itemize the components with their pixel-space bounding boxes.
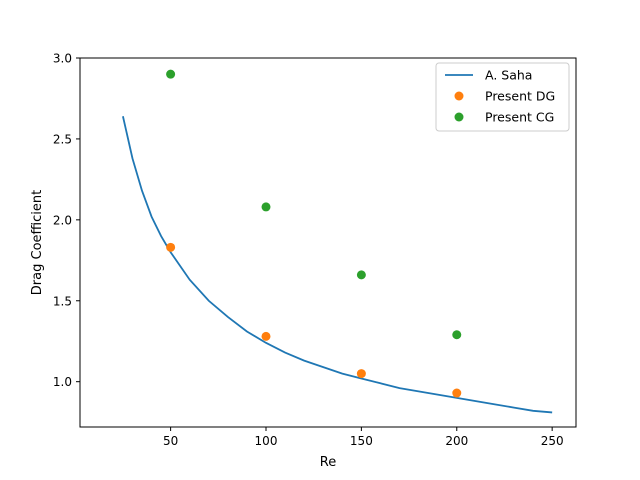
series-1-point — [356, 369, 366, 379]
legend: A. Saha Present DG Present CG — [435, 62, 570, 132]
y-tick-label: 2.5 — [53, 132, 72, 146]
legend-label: Present CG — [485, 110, 554, 125]
series-line-0 — [122, 116, 553, 414]
plot-layer — [122, 69, 553, 414]
series-2-point — [166, 69, 176, 79]
legend-swatch-marker — [454, 112, 464, 122]
legend-label: A. Saha — [485, 68, 532, 83]
x-tick-label: 250 — [541, 434, 564, 448]
y-axis-label: Drag Coefficient — [30, 190, 45, 295]
legend-box — [435, 62, 570, 132]
series-1-point — [452, 388, 462, 398]
plot-frame — [79, 57, 577, 428]
legend-label: Present DG — [485, 89, 555, 104]
x-axis-label: Re — [320, 455, 336, 470]
y-tick-label: 2.0 — [53, 213, 72, 227]
y-tick-label: 1.0 — [53, 375, 72, 389]
series-1-point — [261, 331, 271, 341]
x-tick-label: 150 — [350, 434, 373, 448]
series-2-point — [452, 330, 462, 340]
series-2-point — [356, 270, 366, 280]
series-2-point — [261, 202, 271, 212]
tick-layer: 50 100 150 200 250 1.0 1.5 2.0 2.5 3.0 — [53, 52, 564, 449]
x-tick-label: 100 — [255, 434, 278, 448]
y-tick-label: 1.5 — [53, 294, 72, 308]
y-tick-label: 3.0 — [53, 52, 72, 66]
x-tick-label: 200 — [445, 434, 468, 448]
x-tick-label: 50 — [163, 434, 178, 448]
series-1-point — [166, 242, 176, 252]
legend-swatch-marker — [454, 91, 464, 101]
